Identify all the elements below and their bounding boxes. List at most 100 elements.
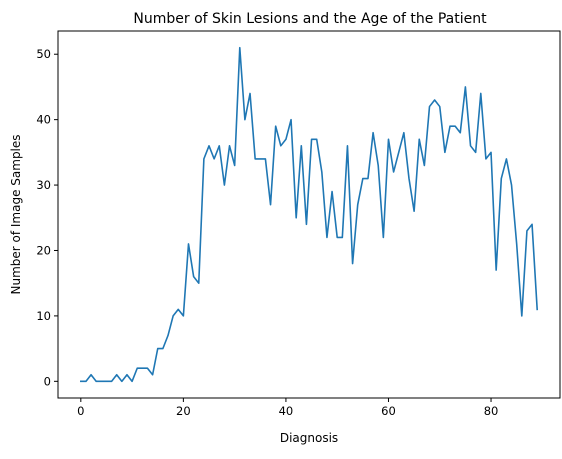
x-tick-label: 0 <box>77 404 84 418</box>
data-point <box>383 237 385 239</box>
data-point <box>152 374 154 376</box>
data-point <box>208 145 210 147</box>
data-point <box>357 204 359 206</box>
data-point <box>116 374 118 376</box>
data-point <box>506 158 508 160</box>
data-point <box>449 125 451 127</box>
data-point <box>157 348 159 350</box>
data-point <box>403 132 405 134</box>
data-point <box>439 106 441 108</box>
data-point <box>480 93 482 95</box>
data-point <box>203 158 205 160</box>
data-point <box>475 152 477 154</box>
data-point <box>490 152 492 154</box>
data-point <box>413 210 415 212</box>
data-point <box>321 171 323 173</box>
series-line-0 <box>80 46 539 383</box>
y-tick-label: 10 <box>36 309 51 323</box>
data-point <box>136 367 138 369</box>
data-point <box>367 178 369 180</box>
y-axis-label: Number of Image Samples <box>9 134 23 294</box>
data-point <box>470 145 472 147</box>
chart-title: Number of Skin Lesions and the Age of th… <box>133 11 487 27</box>
data-point <box>265 158 267 160</box>
data-point <box>295 217 297 219</box>
data-point <box>336 237 338 239</box>
data-point <box>249 93 251 95</box>
data-point <box>377 165 379 167</box>
data-point <box>352 263 354 265</box>
data-point <box>177 309 179 311</box>
data-point <box>285 138 287 140</box>
data-point <box>126 374 128 376</box>
data-point <box>495 269 497 271</box>
data-point <box>142 367 144 369</box>
data-point <box>331 191 333 193</box>
data-point <box>270 204 272 206</box>
data-point <box>193 276 195 278</box>
y-tick-label: 50 <box>36 47 51 61</box>
data-point <box>311 138 313 140</box>
data-point <box>398 152 400 154</box>
data-point <box>444 152 446 154</box>
data-point <box>239 47 241 49</box>
data-point <box>95 381 97 383</box>
data-point <box>485 158 487 160</box>
data-point <box>465 86 467 88</box>
data-point <box>167 335 169 337</box>
data-point <box>424 165 426 167</box>
data-point <box>316 138 318 140</box>
data-point <box>224 184 226 186</box>
data-point <box>131 381 133 383</box>
data-point <box>521 315 523 317</box>
data-point <box>275 125 277 127</box>
data-point <box>147 367 149 369</box>
data-point <box>500 178 502 180</box>
x-tick-label: 20 <box>176 404 191 418</box>
data-point <box>121 381 123 383</box>
data-point <box>408 178 410 180</box>
data-point <box>280 145 282 147</box>
data-point <box>85 381 87 383</box>
x-axis-label: Diagnosis <box>280 431 338 445</box>
data-point <box>393 171 395 173</box>
data-point <box>326 237 328 239</box>
plot-area: 0 20 40 60 80 0 10 20 30 40 50 <box>36 46 539 418</box>
data-point <box>536 309 538 311</box>
data-point <box>418 138 420 140</box>
data-point <box>342 237 344 239</box>
data-point <box>429 106 431 108</box>
x-tick-label: 40 <box>279 404 294 418</box>
data-point <box>306 224 308 226</box>
data-point <box>434 99 436 101</box>
data-point <box>198 282 200 284</box>
data-point <box>254 158 256 160</box>
y-tick-label: 20 <box>36 243 51 257</box>
data-point <box>111 381 113 383</box>
data-point <box>213 158 215 160</box>
data-point <box>347 145 349 147</box>
y-tick-label: 0 <box>44 374 51 388</box>
data-point <box>454 125 456 127</box>
axes-frame <box>57 30 561 399</box>
data-point <box>459 132 461 134</box>
data-point <box>101 381 103 383</box>
data-point <box>90 374 92 376</box>
x-tick-label: 60 <box>381 404 396 418</box>
x-tick-label: 80 <box>484 404 499 418</box>
data-point <box>172 315 174 317</box>
data-point <box>362 178 364 180</box>
data-point <box>234 165 236 167</box>
data-point <box>188 243 190 245</box>
data-point <box>372 132 374 134</box>
y-tick-label: 30 <box>36 178 51 192</box>
data-point <box>80 381 82 383</box>
data-point <box>229 145 231 147</box>
data-point <box>526 230 528 232</box>
data-point <box>259 158 261 160</box>
data-point <box>183 315 185 317</box>
data-point <box>301 145 303 147</box>
data-point <box>244 119 246 121</box>
